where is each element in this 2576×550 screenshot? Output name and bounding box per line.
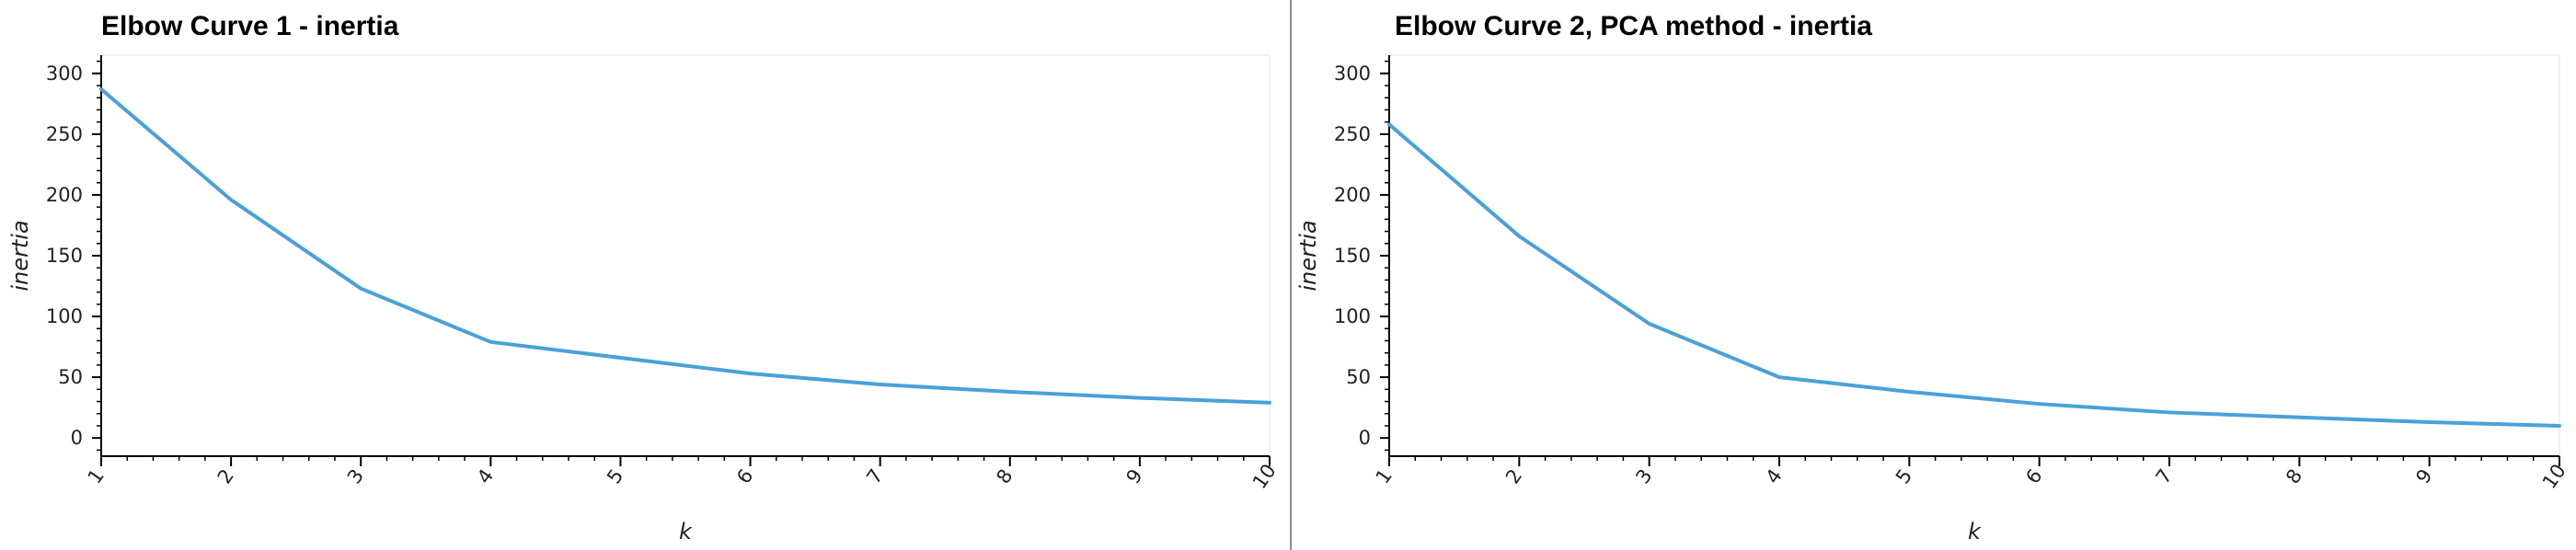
x-tick-label: 9 — [2411, 465, 2436, 488]
y-tick-label: 300 — [46, 63, 83, 85]
data-point — [1008, 390, 1012, 394]
data-point — [1268, 401, 1271, 405]
data-point — [359, 287, 362, 291]
y-tick-label: 250 — [46, 123, 83, 145]
x-tick-label: 4 — [1762, 465, 1787, 488]
data-point — [1648, 322, 1651, 326]
y-tick-label: 200 — [46, 184, 83, 206]
x-tick-label: 1 — [84, 465, 109, 488]
x-tick-label: 2 — [1501, 465, 1526, 488]
chart-panel-2: Elbow Curve 2, PCA method - inertia 0 50 1… — [1294, 0, 2576, 550]
data-point — [1907, 390, 1911, 394]
y-tick-label: 50 — [1346, 366, 1371, 388]
data-point — [1517, 235, 1521, 238]
y-tick-label: 100 — [1334, 305, 1371, 327]
series-line — [99, 86, 1271, 405]
y-tick-label: 200 — [1334, 184, 1371, 206]
data-point — [2558, 424, 2561, 428]
x-axis-label: k — [1968, 519, 1982, 544]
y-tick-label: 300 — [1334, 63, 1371, 85]
data-point — [749, 372, 753, 375]
y-tick-label: 150 — [1334, 245, 1371, 267]
x-tick-label: 3 — [1631, 465, 1656, 488]
x-tick-label: 9 — [1121, 465, 1146, 488]
x-tick-label: 7 — [862, 465, 887, 488]
series-line — [1387, 122, 2561, 428]
y-tick-label: 0 — [1359, 427, 1371, 449]
data-point — [2038, 402, 2041, 406]
data-point — [229, 198, 233, 201]
y-axis-label: inertia — [1295, 220, 1321, 291]
chart-panel-1: Elbow Curve 1 - inertia 0 50 100 150 200 250 3… — [7, 11, 1281, 544]
data-point — [879, 383, 882, 386]
y-axis-label: inertia — [7, 220, 33, 291]
x-tick-label: 6 — [2021, 465, 2046, 488]
y-tick-label: 100 — [46, 305, 83, 327]
x-tick-label: 3 — [343, 465, 368, 488]
y-tick-label: 50 — [58, 366, 83, 388]
x-tick-label: 8 — [2282, 465, 2306, 488]
x-tick-label: 1 — [1372, 465, 1397, 488]
x-tick-label: 8 — [992, 465, 1017, 488]
data-point — [2297, 416, 2301, 419]
x-tick-label: 2 — [213, 465, 238, 488]
x-tick-label: 5 — [1892, 465, 1916, 488]
panel-divider — [1290, 0, 1292, 550]
y-tick-label: 0 — [71, 427, 83, 449]
x-tick-label: 10 — [1248, 460, 1281, 493]
data-point — [1138, 396, 1142, 400]
x-axis-label: k — [679, 519, 693, 544]
x-tick-label: 6 — [732, 465, 757, 488]
y-tick-label: 150 — [46, 245, 83, 267]
data-point — [489, 340, 492, 344]
y-tick-label: 250 — [1334, 123, 1371, 145]
data-point — [99, 87, 103, 91]
x-tick-label: 4 — [473, 465, 498, 488]
data-point — [2428, 420, 2432, 424]
x-tick-label: 7 — [2152, 465, 2177, 488]
chart-1-svg: 0 50 100 150 200 250 300 1 2 3 4 5 6 7 8 9 10 k inertia — [7, 54, 1281, 544]
data-point — [2168, 410, 2171, 414]
chart-title: Elbow Curve 2, PCA method - inertia — [1395, 11, 1872, 41]
data-point — [1777, 375, 1781, 379]
x-tick-label: 5 — [603, 465, 627, 488]
chart-title: Elbow Curve 1 - inertia — [101, 11, 399, 41]
x-tick-label: 10 — [2538, 460, 2570, 493]
data-point — [1387, 122, 1391, 126]
data-point — [618, 356, 622, 360]
chart-2-svg: 0 50 100 150 200 250 300 1 2 3 4 5 6 7 8 9 10 k inertia — [1295, 54, 2570, 544]
